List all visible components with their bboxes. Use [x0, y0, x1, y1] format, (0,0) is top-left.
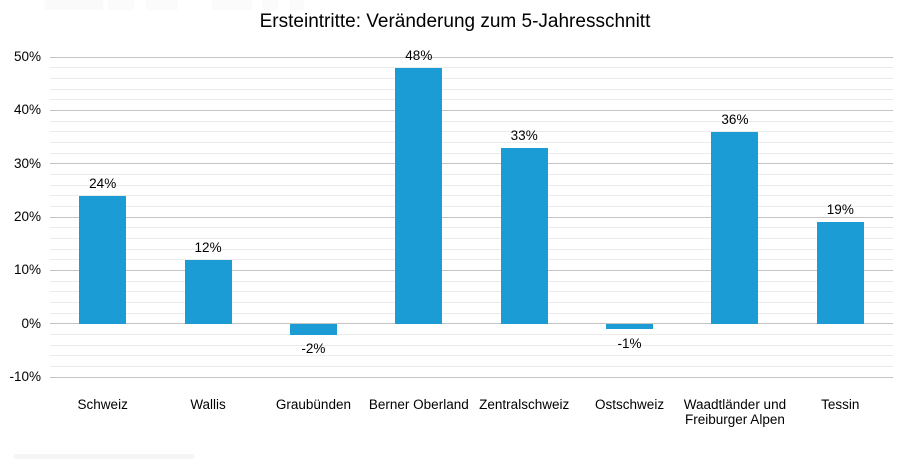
x-axis-category-label: Schweiz [77, 397, 128, 412]
bar-value-label: -1% [617, 336, 642, 351]
crop-artifact [212, 0, 252, 10]
bar-value-label: 24% [89, 175, 117, 191]
chart-title: Ersteintritte: Veränderung zum 5-Jahress… [259, 11, 651, 32]
gridline-minor [50, 195, 893, 197]
gridline-major [50, 109, 893, 111]
crop-artifact [146, 0, 178, 10]
bar [184, 259, 232, 324]
gridline-minor [50, 237, 893, 239]
gridline-major [50, 216, 893, 218]
bar [606, 324, 654, 330]
y-axis-tick-label: 40% [13, 102, 41, 118]
bar [79, 195, 127, 324]
x-axis-category-label: Zentralschweiz [479, 397, 570, 412]
gridline-minor [50, 291, 893, 293]
gridline-major [50, 56, 893, 58]
gridline-minor [50, 120, 893, 122]
y-axis-tick-label: 10% [13, 262, 41, 278]
left-crop-border [0, 0, 2, 459]
x-axis-category-label: Tessin [821, 397, 860, 412]
crop-artifact [262, 0, 278, 10]
x-axis-category-label: Wallis [190, 397, 226, 412]
bar-value-label: 36% [721, 111, 749, 127]
gridline-minor [50, 205, 893, 207]
bar [395, 67, 443, 324]
y-axis-tick-label: 30% [13, 155, 41, 171]
gridline-minor [50, 227, 893, 229]
bar-value-label: 19% [826, 202, 854, 218]
bar [500, 147, 548, 324]
gridline-minor [50, 333, 893, 335]
bar-value-label: -2% [301, 341, 326, 357]
gridline-minor [50, 365, 893, 367]
crop-artifact [108, 0, 134, 10]
gridline-minor [50, 173, 893, 175]
gridline-major [50, 163, 893, 165]
bar-value-label: 48% [405, 47, 433, 63]
x-axis-category-label: Waadtländer und Freiburger Alpen [683, 397, 787, 427]
gridline-minor [50, 67, 893, 69]
bar [289, 324, 337, 335]
bar-value-label: 12% [194, 239, 222, 255]
gridline-minor [50, 184, 893, 186]
y-axis-tick-label: 0% [21, 315, 41, 331]
gridline-minor [50, 259, 893, 261]
x-axis-category-label: Graubünden [275, 397, 351, 412]
bar-value-label: 33% [510, 127, 538, 143]
crop-artifact [14, 454, 194, 459]
crop-artifact [45, 0, 103, 10]
gridline-minor [50, 301, 893, 303]
x-axis-category-label: Berner Oberland [368, 397, 469, 412]
gridline-minor [50, 88, 893, 90]
bar [816, 222, 864, 324]
gridline-minor [50, 152, 893, 154]
bar [711, 131, 759, 324]
gridline-minor [50, 77, 893, 79]
gridline-major [50, 323, 893, 325]
gridline-minor [50, 280, 893, 282]
gridline-major [50, 376, 893, 378]
crop-artifact [290, 0, 304, 10]
gridline-minor [50, 344, 893, 346]
x-axis-category-label: Ostschweiz [595, 397, 665, 412]
gridline-minor [50, 312, 893, 314]
gridline-minor [50, 355, 893, 357]
gridline-minor [50, 131, 893, 133]
gridline-minor [50, 141, 893, 143]
gridline-major [50, 269, 893, 271]
y-axis-tick-label: 50% [13, 49, 41, 64]
y-axis-tick-label: 20% [13, 209, 41, 224]
y-axis-tick-label: -10% [9, 369, 41, 384]
gridline-minor [50, 248, 893, 250]
gridline-minor [50, 99, 893, 101]
